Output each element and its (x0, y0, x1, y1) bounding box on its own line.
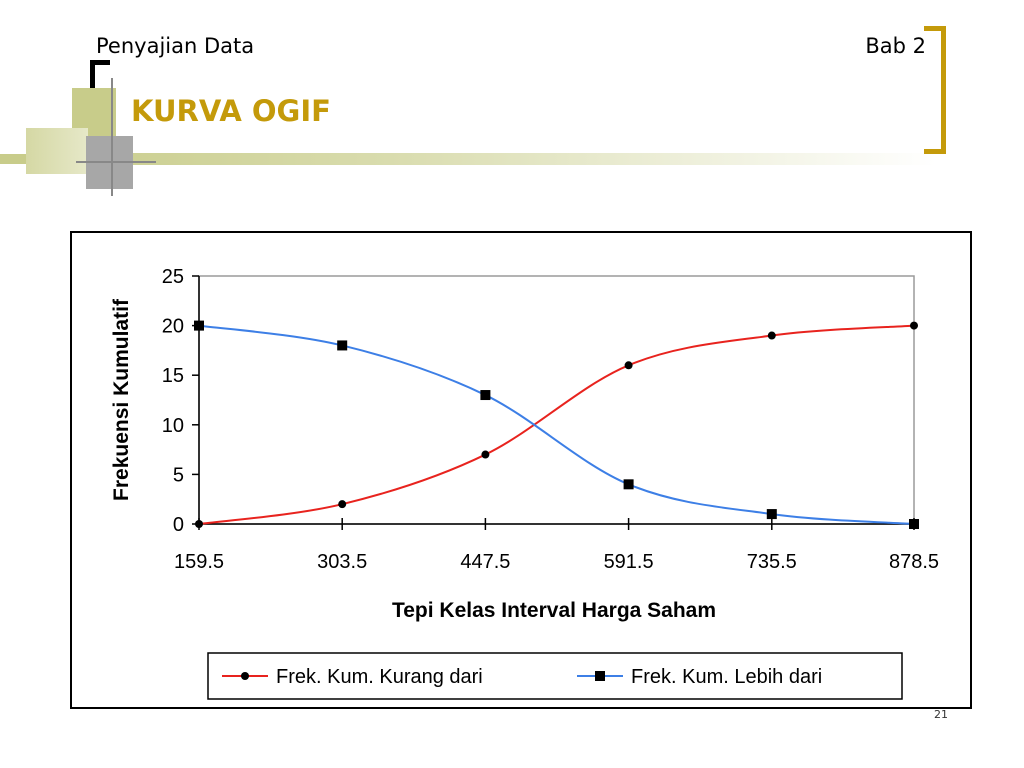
x-tick-label: 735.5 (747, 551, 797, 573)
header-chapter-label: Bab 2 (865, 34, 926, 58)
legend-marker (241, 672, 249, 680)
x-tick-label: 878.5 (889, 551, 939, 573)
y-tick-label: 5 (173, 464, 184, 486)
legend-label-2: Frek. Kum. Lebih dari (631, 666, 822, 688)
header-section-label: Penyajian Data (96, 34, 255, 58)
y-tick-label: 20 (162, 316, 184, 338)
x-axis-label: Tepi Kelas Interval Harga Saham (392, 599, 716, 622)
x-axis-ticks: 159.5 303.5 447.5 591.5 735.5 878.5 (174, 518, 939, 573)
series-1-point (910, 321, 918, 330)
series-line-1 (198, 324, 915, 525)
legend: Frek. Kum. Kurang dari Frek. Kum. Lebih d… (222, 666, 822, 688)
series-2-point (194, 320, 204, 331)
series-1-point (767, 331, 776, 340)
slide-number: 21 (934, 708, 948, 721)
y-tick-label: 10 (162, 415, 184, 437)
slide-title: KURVA OGIF (131, 94, 331, 128)
series-1-point (338, 500, 347, 509)
decor-horizontal-bar (26, 153, 936, 165)
series-line-2 (198, 324, 915, 525)
chart-container: 0 5 10 15 20 25 159.5 303.5 447.5 591.5 735.5 878.… (70, 231, 972, 709)
ogive-chart: 0 5 10 15 20 25 159.5 303.5 447.5 591.5 735.5 878.… (110, 266, 939, 700)
legend-label-1: Frek. Kum. Kurang dari (276, 666, 483, 688)
series-1-point (481, 450, 490, 459)
series-2-point (337, 340, 348, 351)
series-2-point (480, 390, 491, 401)
series-1-point (624, 361, 633, 370)
decor-horizontal-line (76, 161, 156, 163)
y-axis-label: Frekuensi Kumulatif (110, 298, 133, 501)
decor-green-square-small (26, 128, 88, 174)
x-tick-label: 159.5 (174, 551, 224, 573)
series-2-point (623, 479, 634, 490)
series-2-point (766, 509, 777, 520)
decor-bracket-right (924, 26, 946, 154)
plot-area-frame (198, 275, 915, 525)
legend-box (207, 652, 903, 700)
y-tick-label: 0 (173, 514, 184, 536)
legend-marker (595, 671, 605, 681)
y-tick-label: 25 (162, 266, 184, 288)
series-layer (194, 320, 919, 529)
x-tick-label: 303.5 (317, 551, 367, 573)
y-tick-label: 15 (162, 365, 184, 387)
x-tick-label: 447.5 (460, 551, 510, 573)
y-axis-ticks: 0 5 10 15 20 25 (162, 266, 199, 536)
x-tick-label: 591.5 (604, 551, 654, 573)
series-1-point (195, 520, 203, 528)
decor-vertical-line (111, 78, 113, 196)
series-2-point (909, 519, 919, 529)
decor-bracket-left (90, 60, 110, 88)
decor-left-bar (0, 154, 26, 164)
